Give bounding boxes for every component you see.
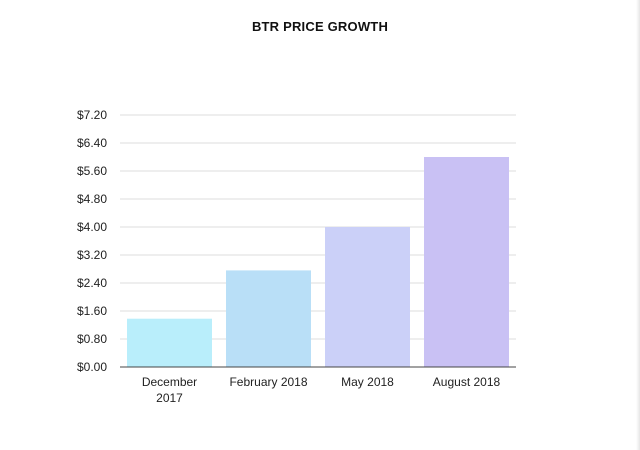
y-tick-labels: $0.00 $0.80 $1.60 $2.40 $3.20 $4.00 $4.80 $5.60… [77,108,107,374]
bar [127,318,212,367]
bars [127,157,509,367]
x-tick-label: August 2018 [433,375,501,389]
y-tick-label: $4.00 [77,220,107,234]
y-tick-label: $1.60 [77,304,107,318]
bar [226,270,311,367]
y-tick-label: $0.80 [77,332,107,346]
y-tick-label: $7.20 [77,108,107,122]
x-tick-label: May 2018 [341,375,394,389]
y-tick-label: $5.60 [77,164,107,178]
y-tick-label: $4.80 [77,192,107,206]
y-tick-label: $3.20 [77,248,107,262]
y-tick-label: $6.40 [77,136,107,150]
x-tick-label: December 2017 [142,375,197,405]
x-tick-labels: December 2017 February 2018 May 2018 August … [142,375,501,405]
x-tick-label: February 2018 [229,375,307,389]
chart-title: BTR PRICE GROWTH [251,19,389,34]
y-tick-label: $2.40 [77,276,107,290]
right-edge-shadow [636,0,640,450]
bar [424,157,509,367]
bar [325,227,410,367]
y-tick-label: $0.00 [77,360,107,374]
